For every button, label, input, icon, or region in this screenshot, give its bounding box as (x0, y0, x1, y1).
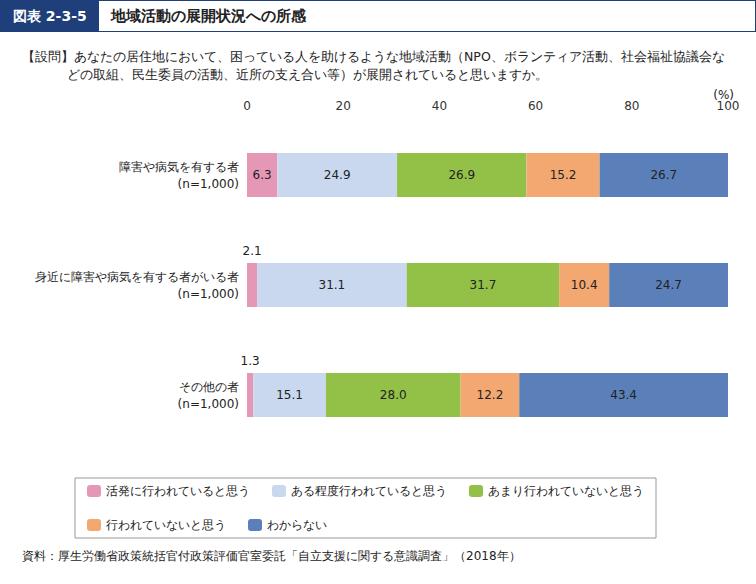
svg-text:6.3: 6.3 (253, 168, 272, 182)
svg-text:あまり行われていないと思う: あまり行われていないと思う (488, 484, 644, 498)
svg-text:31.7: 31.7 (470, 278, 497, 292)
svg-text:80: 80 (624, 99, 639, 113)
svg-text:障害や病気を有する者: 障害や病気を有する者 (119, 160, 239, 174)
svg-text:活発に行われていると思う: 活発に行われていると思う (106, 484, 250, 498)
svg-text:43.4: 43.4 (610, 388, 637, 402)
svg-text:(n=1,000): (n=1,000) (178, 177, 239, 191)
svg-text:15.2: 15.2 (550, 168, 577, 182)
svg-text:40: 40 (432, 99, 447, 113)
svg-text:26.7: 26.7 (650, 168, 677, 182)
svg-text:20: 20 (336, 99, 351, 113)
html-text:地域活動の展開状況への所感: 地域活動の展開状況への所感 (110, 6, 306, 25)
svg-text:2.1: 2.1 (243, 244, 262, 258)
svg-text:60: 60 (528, 99, 543, 113)
svg-text:100: 100 (716, 99, 740, 113)
svg-text:28.0: 28.0 (380, 388, 407, 402)
svg-text:10.4: 10.4 (571, 278, 598, 292)
svg-text:0: 0 (243, 99, 251, 113)
svg-text:(n=1,000): (n=1,000) (178, 397, 239, 411)
html-text:資料：厚生労働省政策統括官付政策評価官室委託「自立支援に関す: 資料：厚生労働省政策統括官付政策評価官室委託「自立支援に関する意識調査」（201… (22, 549, 521, 563)
svg-text:1.3: 1.3 (241, 354, 260, 368)
svg-text:24.9: 24.9 (324, 168, 351, 182)
svg-text:24.7: 24.7 (655, 278, 682, 292)
svg-text:身近に障害や病気を有する者がいる者: 身近に障害や病気を有する者がいる者 (35, 270, 239, 284)
svg-text:12.2: 12.2 (477, 388, 504, 402)
svg-text:その他の者: その他の者 (179, 380, 239, 394)
svg-text:15.1: 15.1 (276, 388, 303, 402)
svg-text:わからない: わからない (267, 518, 327, 532)
svg-text:(n=1,000): (n=1,000) (178, 287, 239, 301)
html-text:図表 2-3-5: 図表 2-3-5 (13, 8, 87, 24)
svg-text:31.1: 31.1 (319, 278, 346, 292)
svg-text:行われていないと思う: 行われていないと思う (106, 518, 226, 532)
svg-text:26.9: 26.9 (448, 168, 475, 182)
svg-text:ある程度行われていると思う: ある程度行われていると思う (291, 484, 447, 498)
html-text:【設問】あなたの居住地において、困っている人を助けるような地: 【設問】あなたの居住地において、困っている人を助けるような地域活動（NPO、ボラ… (22, 49, 725, 82)
